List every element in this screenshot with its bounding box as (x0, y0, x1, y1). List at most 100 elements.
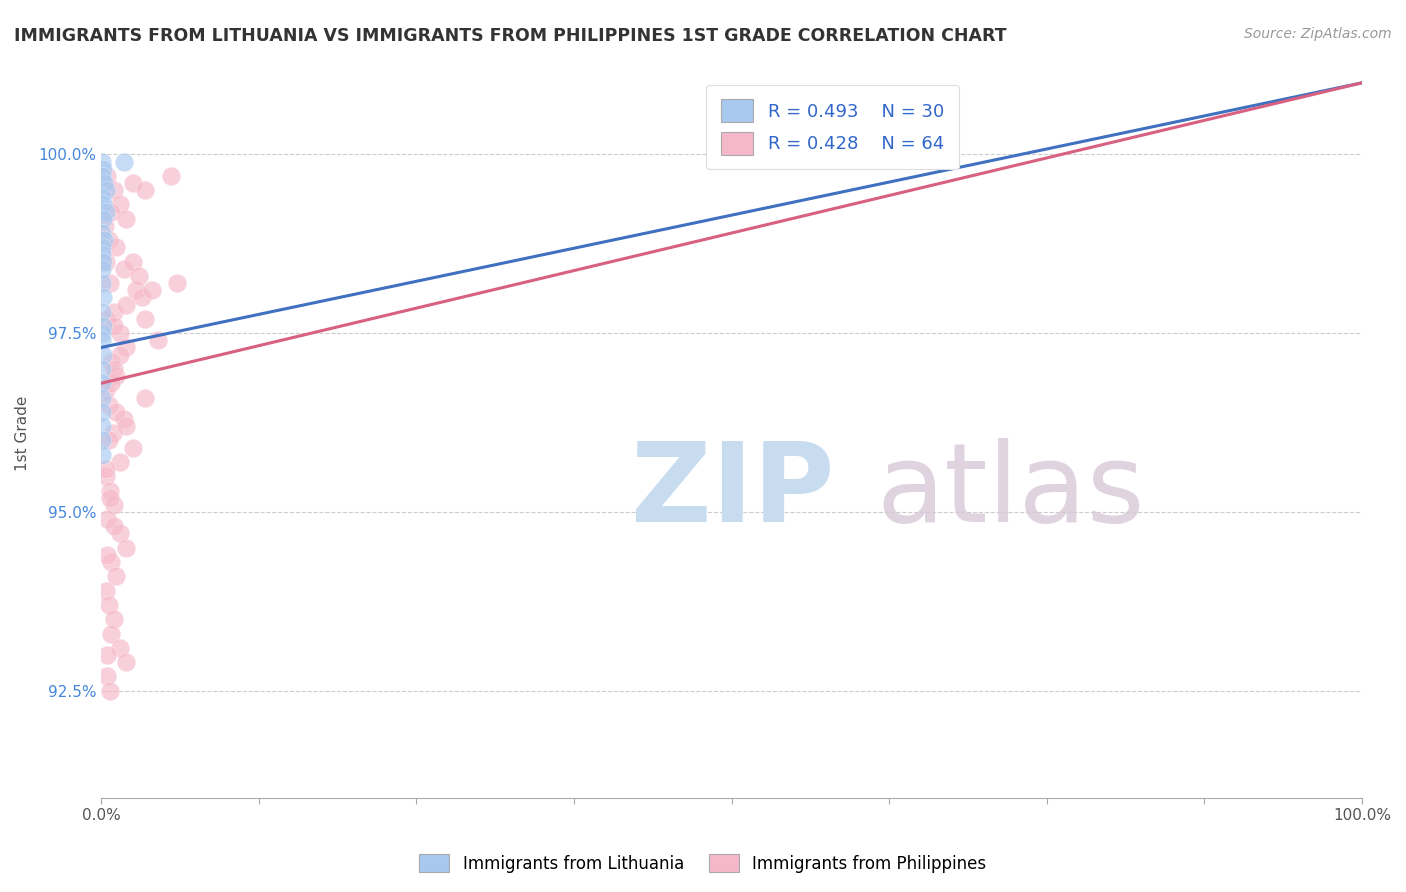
Point (121, 254, 143, 268)
Point (128, 268, 150, 283)
Point (96, 311, 118, 326)
Point (91, 261, 114, 276)
Legend: R = 0.493    N = 30, R = 0.428    N = 64: R = 0.493 N = 30, R = 0.428 N = 64 (706, 85, 959, 169)
Point (96, 169, 118, 183)
Point (112, 154, 135, 169)
Point (100, 555, 122, 569)
Point (96, 183, 118, 197)
Point (96, 583, 118, 598)
Point (98, 483, 121, 498)
Text: atlas: atlas (876, 438, 1144, 545)
Point (91, 326, 114, 340)
Point (97, 598, 120, 612)
Point (91, 448, 114, 462)
Point (105, 240, 128, 254)
Y-axis label: 1st Grade: 1st Grade (15, 396, 30, 471)
Point (103, 612, 125, 626)
Point (94, 219, 117, 233)
Point (98, 491, 121, 505)
Point (91, 276, 114, 290)
Point (125, 283, 148, 297)
Point (115, 297, 138, 311)
Point (100, 204, 122, 219)
Point (91, 419, 114, 434)
Point (115, 341, 138, 355)
Point (166, 276, 188, 290)
Point (96, 462, 118, 476)
Point (90, 247, 112, 261)
Point (115, 541, 138, 555)
Text: IMMIGRANTS FROM LITHUANIA VS IMMIGRANTS FROM PHILIPPINES 1ST GRADE CORRELATION C: IMMIGRANTS FROM LITHUANIA VS IMMIGRANTS … (14, 27, 1007, 45)
Point (103, 498, 125, 512)
Point (93, 233, 115, 247)
Point (91, 161, 114, 176)
Point (97, 434, 120, 448)
Point (108, 326, 131, 340)
Point (103, 318, 125, 333)
Point (97, 233, 120, 247)
Point (134, 183, 156, 197)
Point (134, 311, 156, 326)
Point (96, 384, 118, 398)
Point (91, 362, 114, 376)
Point (90, 334, 112, 348)
Point (90, 154, 112, 169)
Point (146, 334, 169, 348)
Point (101, 426, 124, 441)
Point (105, 405, 128, 419)
Point (100, 376, 122, 391)
Point (91, 197, 114, 211)
Point (93, 211, 115, 226)
Point (103, 304, 125, 318)
Point (115, 211, 138, 226)
Point (103, 183, 125, 197)
Point (97, 398, 120, 412)
Point (108, 526, 131, 541)
Point (94, 204, 117, 219)
Point (115, 655, 138, 669)
Point (91, 434, 114, 448)
Point (96, 648, 118, 662)
Point (96, 548, 118, 562)
Point (105, 569, 128, 583)
Point (91, 254, 114, 268)
Point (100, 355, 122, 369)
Legend: Immigrants from Lithuania, Immigrants from Philippines: Immigrants from Lithuania, Immigrants fr… (413, 847, 993, 880)
Point (141, 283, 163, 297)
Point (91, 304, 114, 318)
Point (93, 176, 115, 190)
Point (134, 391, 156, 405)
Point (91, 376, 114, 391)
Point (112, 412, 135, 426)
Point (131, 290, 153, 304)
Point (103, 362, 125, 376)
Text: Source: ZipAtlas.com: Source: ZipAtlas.com (1244, 27, 1392, 41)
Point (91, 290, 114, 304)
Point (91, 226, 114, 240)
Point (90, 405, 112, 419)
Point (96, 469, 118, 483)
Point (91, 240, 114, 254)
Text: ZIP: ZIP (631, 438, 834, 545)
Point (108, 197, 131, 211)
Point (98, 683, 121, 698)
Point (91, 348, 114, 362)
Point (91, 318, 114, 333)
Point (100, 626, 122, 640)
Point (108, 348, 131, 362)
Point (91, 391, 114, 405)
Point (108, 640, 131, 655)
Point (105, 369, 128, 384)
Point (91, 169, 114, 183)
Point (96, 512, 118, 526)
Point (159, 169, 181, 183)
Point (121, 441, 143, 455)
Point (98, 276, 121, 290)
Point (91, 190, 114, 204)
Point (112, 261, 135, 276)
Point (121, 176, 143, 190)
Point (96, 254, 118, 268)
Point (115, 419, 138, 434)
Point (103, 519, 125, 533)
Point (96, 669, 118, 683)
